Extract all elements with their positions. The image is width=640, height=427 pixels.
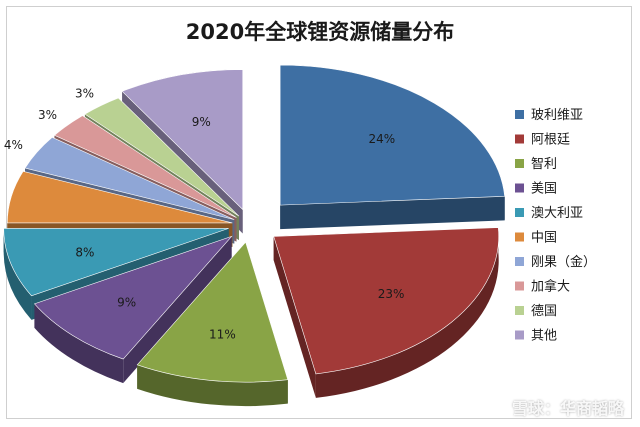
- data-label-1: 23%: [378, 287, 405, 301]
- slice-wall: [280, 196, 505, 230]
- slice-top: [24, 136, 235, 220]
- pie-slice-3: [33, 235, 233, 384]
- legend-label-9: 其他: [531, 329, 557, 344]
- slice-top: [121, 69, 244, 211]
- legend-swatch-6: [515, 257, 524, 266]
- slice-top: [136, 241, 289, 383]
- legend-swatch-8: [515, 306, 524, 315]
- legend-swatch-0: [515, 110, 524, 119]
- slice-rim: [315, 227, 499, 398]
- slice-wall: [123, 236, 232, 384]
- legend-swatch-5: [515, 232, 524, 242]
- data-label-7: 3%: [38, 108, 57, 122]
- legend-label-5: 中国: [531, 231, 557, 246]
- chart-title: 2020年全球锂资源储量分布: [185, 20, 455, 44]
- legend-label-4: 澳大利亚: [531, 205, 583, 221]
- pie-slice-2: [136, 241, 289, 407]
- watermark: 雪球：华商韬略: [511, 399, 624, 418]
- slice-top: [3, 228, 229, 297]
- slice-top: [279, 64, 506, 206]
- slice-top: [53, 115, 237, 218]
- data-label-0: 24%: [368, 132, 395, 146]
- legend-swatch-3: [515, 183, 524, 193]
- slice-wall: [273, 236, 316, 398]
- data-label-3: 9%: [117, 296, 136, 310]
- legend-swatch-9: [515, 330, 524, 340]
- legend-label-1: 阿根廷: [531, 133, 570, 148]
- legend-label-6: 刚果（金）: [531, 254, 596, 270]
- slice-top: [84, 97, 240, 217]
- slice-rim: [34, 303, 124, 384]
- pie-slice-1: [273, 227, 499, 398]
- data-label-8: 3%: [75, 86, 94, 100]
- legend-label-8: 德国: [531, 304, 557, 319]
- legend-label-3: 美国: [531, 182, 557, 197]
- legend-label-2: 智利: [531, 157, 557, 172]
- data-label-4: 8%: [75, 245, 94, 259]
- slice-top: [7, 171, 233, 224]
- data-label-9: 9%: [192, 115, 211, 129]
- data-label-6: 4%: [4, 138, 23, 152]
- legend-label-7: 加拿大: [531, 279, 570, 295]
- slice-top: [33, 235, 233, 360]
- data-label-2: 11%: [209, 327, 236, 341]
- legend-label-0: 玻利维亚: [531, 108, 583, 123]
- legend-swatch-7: [515, 281, 524, 291]
- legend-swatch-1: [515, 134, 524, 144]
- legend-swatch-4: [515, 208, 524, 217]
- legend-swatch-2: [515, 159, 524, 168]
- pie-slice-0: [279, 64, 506, 230]
- slice-top: [273, 227, 499, 375]
- slice-rim: [3, 228, 32, 320]
